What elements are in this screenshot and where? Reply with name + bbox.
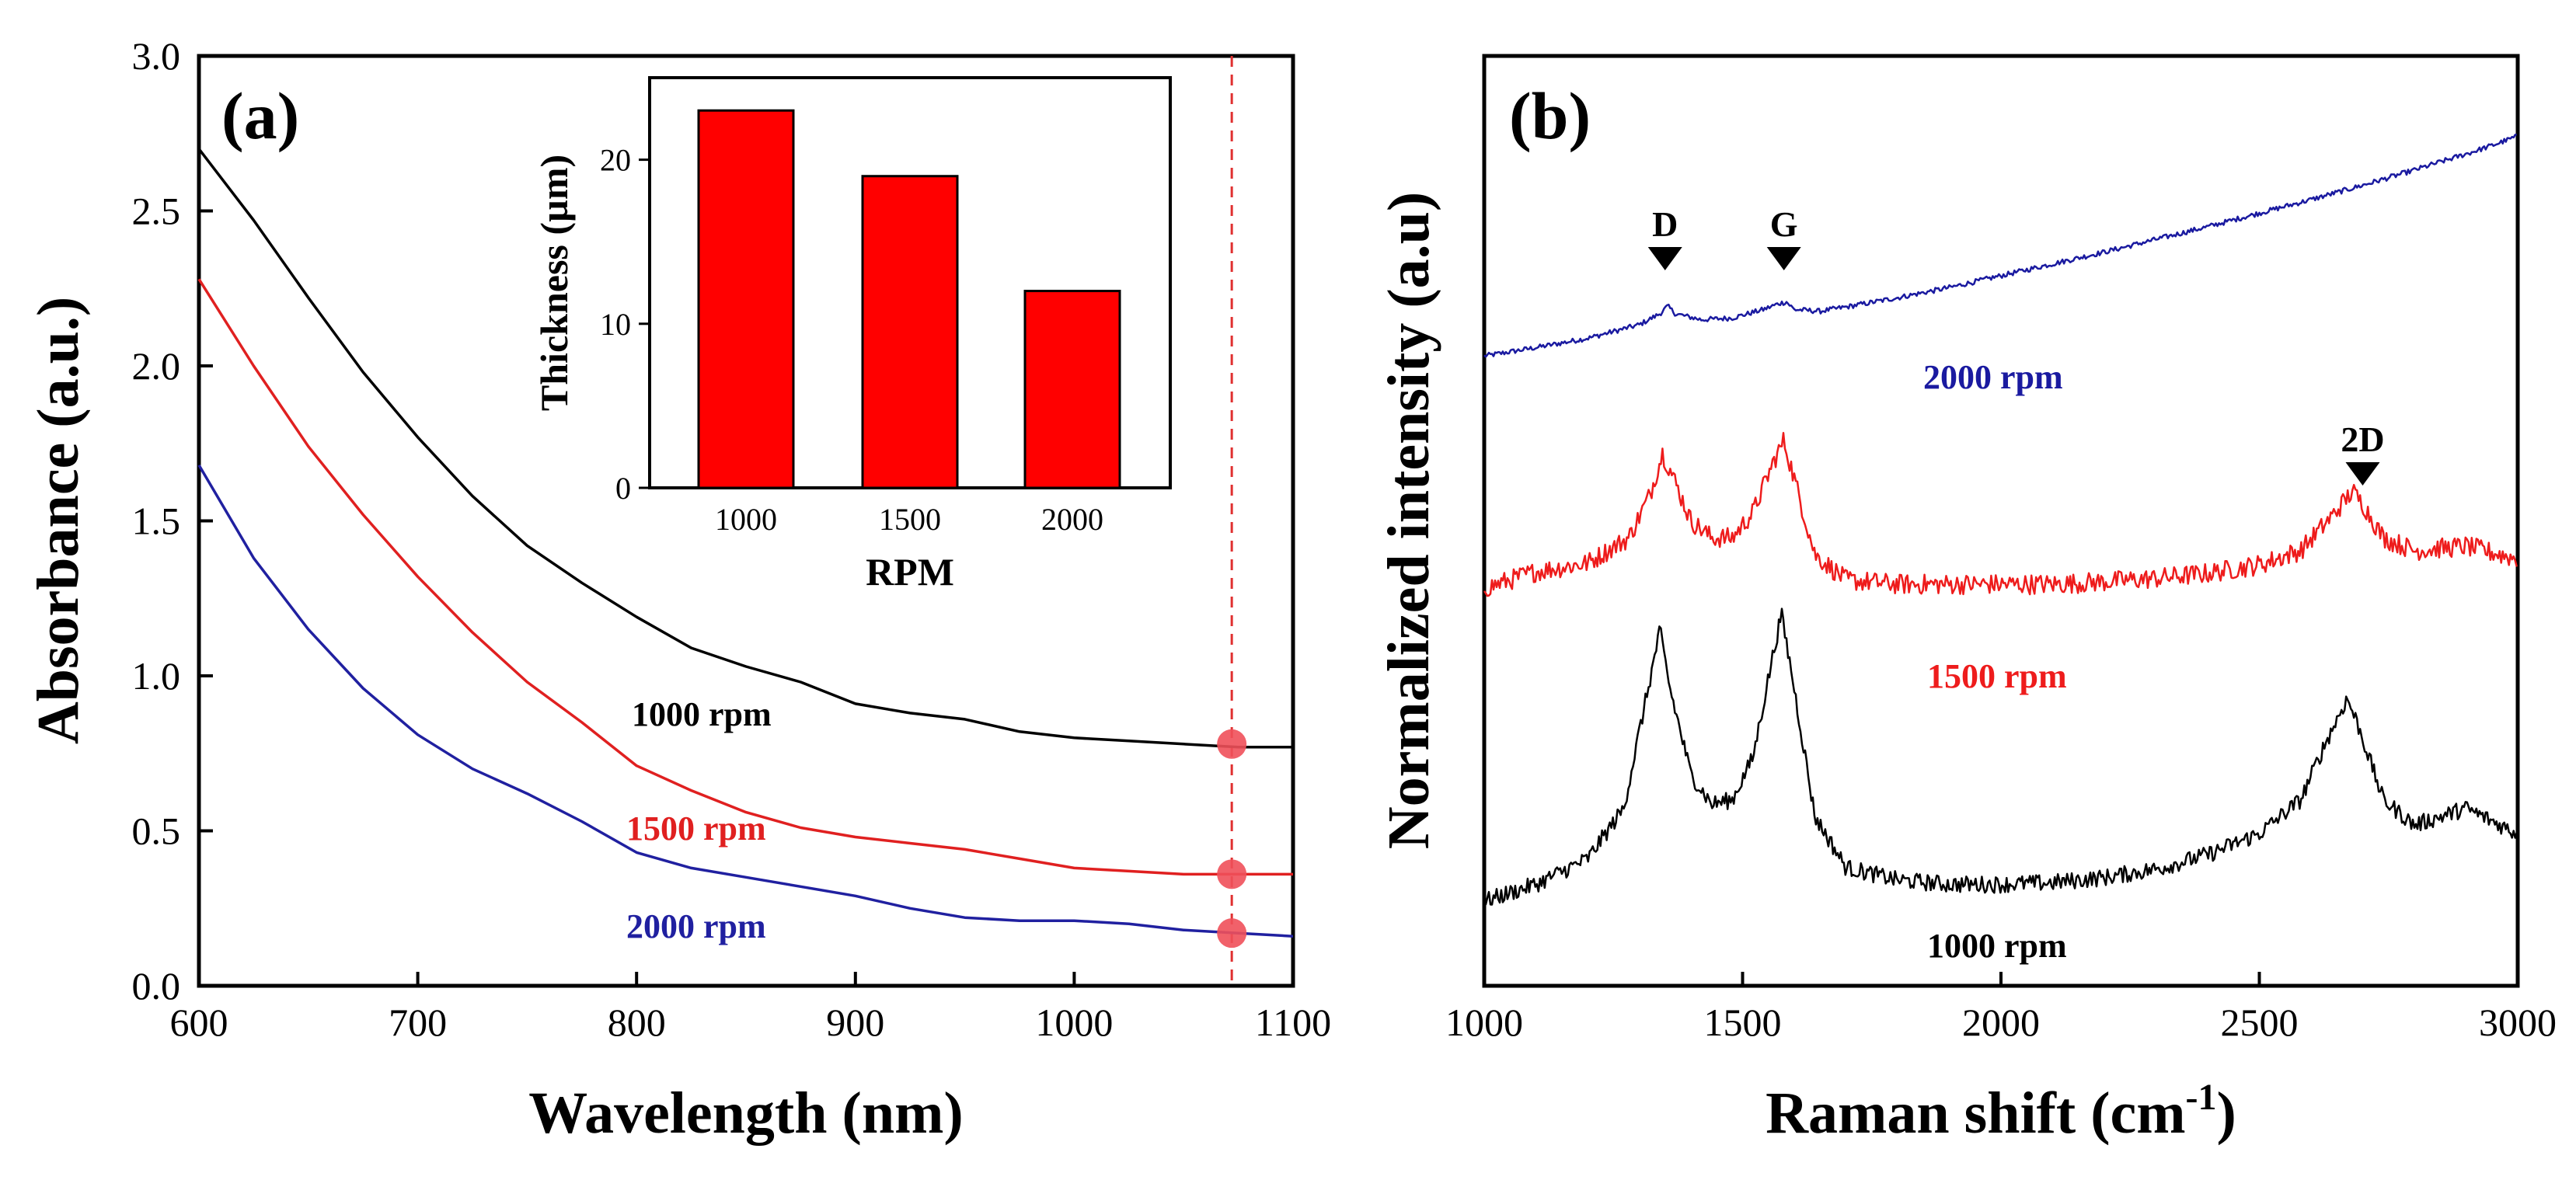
series-label-b-1000rpm: 1000 rpm (1927, 927, 2067, 965)
panel-b-x-axis-title-main: Raman shift (cm (1766, 1081, 2185, 1146)
x-tick-label-600: 600 (170, 1001, 228, 1044)
inset-x-tick-label-2000: 2000 (1041, 502, 1103, 537)
series-label-1000rpm: 1000 rpm (632, 695, 772, 733)
y-tick-label-1.0: 1.0 (132, 654, 181, 698)
b-series-line-2000-rpm (1483, 134, 2517, 358)
series-label-b-2000rpm: 2000 rpm (1923, 358, 2063, 396)
inset-bar-chart: 0 10 20 1000 1500 2000 RPM Thickness (µm) (532, 76, 1172, 593)
panel-b: 1000 1500 2000 2500 3000 D G 2D (b) 2000 rpm 1… (1376, 54, 2557, 1146)
series-line-2000-rpm (197, 464, 1294, 938)
panel-b-series (1483, 134, 2518, 906)
inset-y-axis-title: Thickness (µm) (532, 155, 576, 411)
peak-triangle-2D (2345, 462, 2380, 486)
marker-point-1000-rpm (1217, 729, 1247, 759)
panel-a-label: (a) (221, 78, 299, 153)
panel-b-x-ticks: 1000 1500 2000 2500 3000 (1445, 972, 2557, 1044)
y-tick-label-0.0: 0.0 (132, 964, 181, 1008)
b-x-tick-label-2500: 2500 (2221, 1001, 2299, 1044)
panel-b-peak-markers: D G 2D (1647, 204, 2385, 486)
panel-b-label: (b) (1509, 78, 1591, 153)
inset-y-tick-label-10: 10 (600, 307, 631, 342)
panel-a: 600 700 800 900 1000 1100 0.0 0.5 1.0 1.5 2.0 2.5 3… (26, 34, 1331, 1146)
inset-bar-1000 (697, 109, 795, 489)
marker-point-2000-rpm (1217, 918, 1247, 949)
inset-bar-1500 (861, 175, 959, 489)
panel-a-y-axis-title: Absorbance (a.u.) (26, 297, 91, 744)
panel-a-x-ticks: 600 700 800 900 1000 1100 (170, 972, 1331, 1044)
inset-x-tick-label-1500: 1500 (879, 502, 941, 537)
series-label-2000rpm: 2000 rpm (626, 907, 766, 945)
panel-b-x-axis-title-end: ) (2217, 1081, 2236, 1146)
inset-x-ticks: 1000 1500 2000 (715, 502, 1103, 537)
x-tick-label-900: 900 (826, 1001, 884, 1044)
peak-triangle-D (1647, 247, 1682, 270)
peak-label-D: D (1652, 204, 1678, 244)
b-series-line-1000-rpm (1483, 607, 2518, 906)
b-series-line-1500-rpm (1483, 432, 2518, 597)
panel-a-series (197, 148, 1294, 949)
series-label-b-1500rpm: 1500 rpm (1927, 657, 2067, 695)
panel-a-y-ticks: 0.0 0.5 1.0 1.5 2.0 2.5 3.0 (132, 34, 213, 1008)
marker-point-1500-rpm (1217, 859, 1247, 889)
peak-label-G: G (1770, 204, 1798, 244)
inset-y-ticks: 0 10 20 (600, 143, 650, 506)
x-tick-label-800: 800 (608, 1001, 666, 1044)
inset-y-tick-label-0: 0 (615, 471, 631, 506)
y-tick-label-2.0: 2.0 (132, 344, 181, 388)
series-label-1500rpm: 1500 rpm (626, 809, 766, 848)
x-tick-label-1000: 1000 (1035, 1001, 1113, 1044)
b-x-tick-label-1500: 1500 (1704, 1001, 1782, 1044)
y-tick-label-2.5: 2.5 (132, 190, 181, 233)
inset-bars (697, 109, 1121, 489)
y-tick-label-0.5: 0.5 (132, 809, 181, 853)
series-line-1500-rpm (197, 278, 1293, 876)
b-x-tick-label-2000: 2000 (1962, 1001, 2040, 1044)
x-tick-label-1100: 1100 (1255, 1001, 1331, 1044)
panel-b-x-axis-title: Raman shift (cm-1) (1766, 1077, 2236, 1146)
inset-bar-2000 (1023, 290, 1121, 489)
x-tick-label-700: 700 (389, 1001, 447, 1044)
inset-x-tick-label-1000: 1000 (715, 502, 777, 537)
series-line-1000-rpm (197, 148, 1293, 749)
panel-b-y-axis-title: Normalized intensity (a.u) (1376, 192, 1441, 849)
b-x-tick-label-3000: 3000 (2479, 1001, 2557, 1044)
panel-b-x-axis-title-superscript: -1 (2186, 1077, 2217, 1118)
y-tick-label-3.0: 3.0 (132, 34, 181, 78)
inset-x-axis-title: RPM (866, 550, 954, 593)
peak-label-2D: 2D (2341, 419, 2384, 459)
peak-triangle-G (1766, 247, 1801, 270)
panel-a-x-axis-title: Wavelength (nm) (528, 1081, 963, 1146)
inset-y-tick-label-20: 20 (600, 143, 631, 178)
y-tick-label-1.5: 1.5 (132, 499, 181, 543)
b-x-tick-label-1000: 1000 (1445, 1001, 1523, 1044)
